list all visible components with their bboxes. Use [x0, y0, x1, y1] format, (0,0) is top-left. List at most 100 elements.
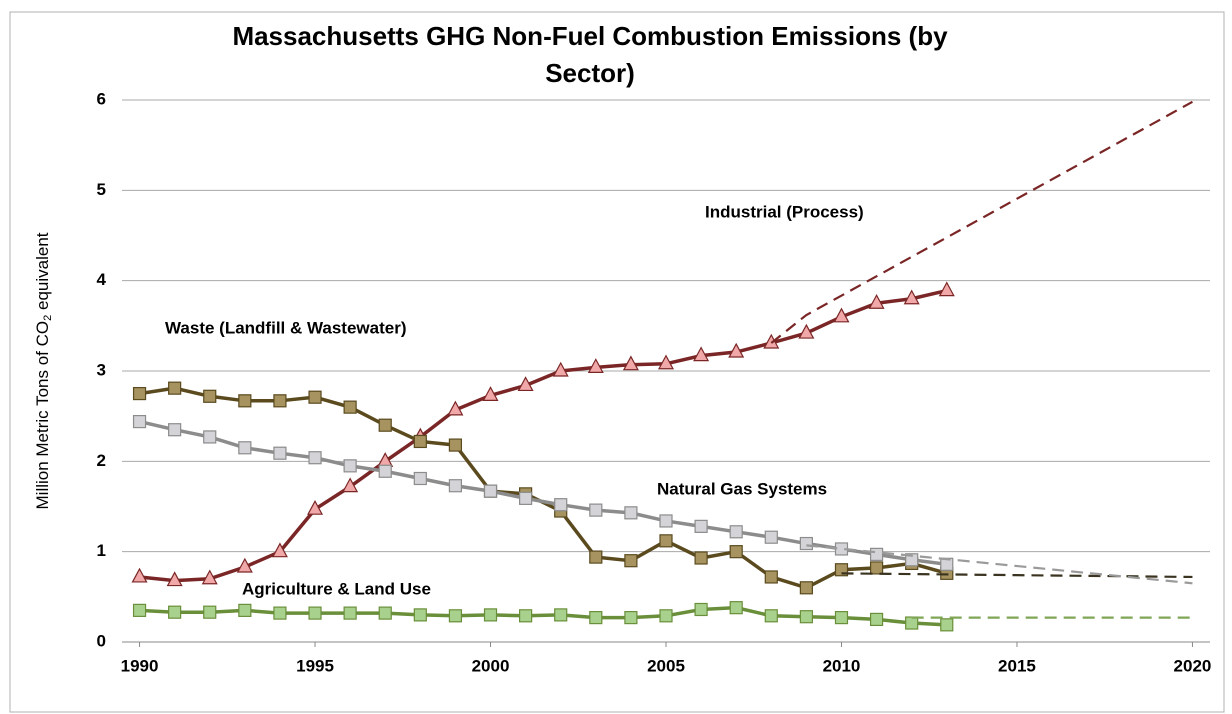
marker — [413, 471, 427, 486]
marker — [905, 553, 919, 567]
marker — [378, 418, 392, 432]
marker — [729, 601, 743, 615]
marker — [554, 608, 568, 622]
projection-line — [806, 544, 1193, 585]
marker — [307, 499, 324, 515]
marker — [236, 557, 253, 573]
marker — [728, 342, 745, 358]
marker — [729, 525, 743, 539]
marker — [343, 400, 357, 414]
marker — [624, 506, 638, 520]
marker — [342, 477, 359, 493]
marker — [343, 606, 357, 620]
marker — [482, 386, 499, 401]
marker — [203, 605, 217, 619]
marker — [483, 608, 498, 622]
y-tick-label: 6 — [97, 89, 106, 108]
marker — [308, 606, 322, 620]
marker — [203, 430, 217, 444]
marker — [132, 603, 147, 617]
x-tick-label: 2010 — [823, 656, 861, 675]
marker — [238, 441, 252, 455]
marker — [132, 414, 147, 429]
marker — [799, 610, 813, 624]
marker — [659, 514, 673, 528]
marker — [799, 581, 813, 595]
marker — [448, 609, 463, 623]
marker — [834, 611, 849, 625]
y-tick-label: 1 — [97, 541, 106, 560]
marker — [554, 498, 568, 512]
marker — [868, 293, 885, 309]
y-tick-label: 2 — [97, 451, 106, 470]
marker — [448, 438, 463, 452]
marker — [764, 570, 778, 584]
chart-title: Massachusetts GHG Non-Fuel Combustion Em… — [232, 21, 948, 51]
marker — [483, 484, 498, 498]
marker — [271, 542, 288, 558]
x-tick-label: 2000 — [472, 656, 510, 675]
marker — [657, 354, 675, 370]
marker — [132, 386, 147, 401]
marker — [799, 536, 813, 551]
annotation: Waste (Landfill & Wastewater) — [165, 318, 407, 337]
projection-line — [841, 572, 1193, 579]
marker — [694, 551, 708, 565]
marker — [587, 358, 604, 373]
marker — [238, 394, 252, 408]
marker — [869, 612, 884, 627]
marker — [659, 534, 673, 548]
marker — [552, 361, 569, 377]
x-tick-label: 2020 — [1174, 656, 1212, 675]
marker — [940, 618, 954, 632]
marker — [308, 390, 322, 404]
marker — [622, 355, 639, 371]
y-axis-label: Million Metric Tons of CO2 equivalent — [33, 232, 53, 509]
marker — [448, 479, 463, 493]
marker — [694, 602, 708, 617]
marker — [694, 519, 708, 533]
marker — [413, 434, 427, 449]
marker — [168, 605, 182, 619]
x-tick-label: 1990 — [121, 656, 159, 675]
chart-border — [9, 11, 1225, 713]
chart-title: Sector) — [545, 58, 635, 88]
marker — [764, 530, 778, 544]
marker — [624, 554, 638, 568]
marker — [378, 464, 392, 478]
projection-line — [770, 100, 1193, 344]
y-tick-label: 5 — [97, 180, 106, 199]
x-tick-label: 1995 — [296, 656, 334, 675]
marker — [589, 503, 603, 517]
marker — [273, 394, 287, 408]
marker — [903, 289, 920, 305]
marker — [201, 569, 218, 585]
marker — [517, 376, 534, 392]
y-axis-label-part: equivalent — [33, 232, 52, 315]
marker — [168, 381, 182, 395]
y-tick-label: 4 — [97, 270, 107, 289]
marker — [624, 611, 638, 625]
y-axis-label-part: Million Metric Tons of CO — [33, 321, 52, 510]
marker — [764, 609, 778, 623]
marker — [168, 423, 182, 437]
marker — [308, 451, 322, 465]
marker — [166, 571, 183, 587]
marker — [589, 611, 603, 625]
y-tick-label: 0 — [97, 631, 106, 650]
marker — [413, 608, 427, 622]
marker — [693, 346, 710, 362]
marker — [273, 606, 287, 620]
series-line — [139, 605, 947, 627]
marker — [519, 609, 533, 623]
marker — [238, 603, 252, 617]
marker — [519, 491, 533, 505]
marker — [729, 545, 743, 559]
annotation: Agriculture & Land Use — [242, 579, 431, 598]
x-tick-label: 2015 — [998, 656, 1036, 675]
y-tick-label: 3 — [97, 360, 106, 379]
marker — [447, 400, 464, 416]
marker — [833, 307, 850, 323]
marker — [798, 323, 815, 339]
